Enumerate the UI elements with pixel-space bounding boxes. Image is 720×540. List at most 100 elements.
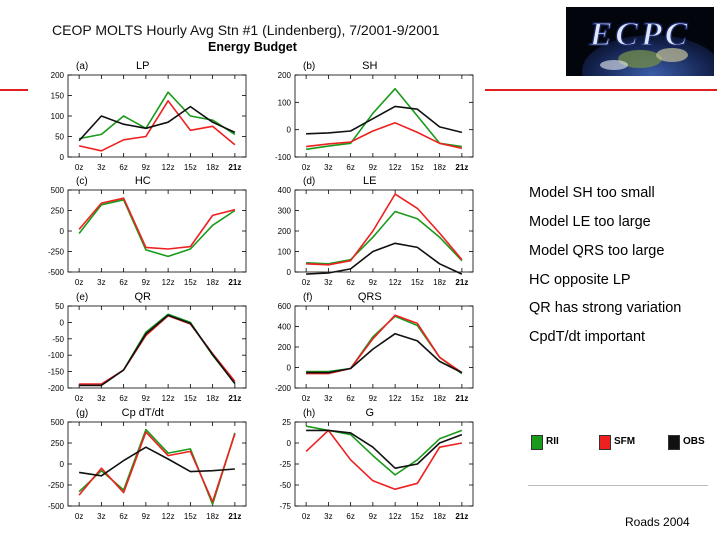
y-tick-label: 250 bbox=[51, 439, 65, 448]
x-tick-label: 18z bbox=[206, 163, 219, 172]
x-tick-label: 18z bbox=[433, 163, 446, 172]
logo-text: ECPC bbox=[589, 16, 691, 53]
plot-frame bbox=[294, 421, 474, 507]
y-tick-label: 0 bbox=[60, 153, 65, 162]
x-tick-label: 6z bbox=[119, 394, 127, 403]
series-line-rii bbox=[306, 315, 463, 375]
x-tick-label: 9z bbox=[369, 394, 377, 403]
panel-title: QRS bbox=[358, 291, 382, 303]
legend-label-obs: OBS bbox=[683, 436, 705, 447]
x-tick-label: 21z bbox=[455, 512, 468, 521]
plot-frame bbox=[67, 421, 247, 507]
x-tick-label: 15z bbox=[411, 512, 424, 521]
y-tick-label: -75 bbox=[279, 502, 291, 511]
series-line-sfm bbox=[79, 314, 236, 385]
chart-panel-2: (c) HC -500 -250 0 250 500 0z 3z 6z 9z 12z 15z 18z 21z bbox=[48, 175, 247, 287]
chart-panel-7: (h) G -75 -50 -25 0 25 0z 3z 6z 9z 12z 15z 18z 21z bbox=[279, 407, 474, 521]
x-tick-label: 0z bbox=[302, 278, 310, 287]
series-line-obs bbox=[306, 105, 463, 135]
x-tick-label: 15z bbox=[184, 512, 197, 521]
x-tick-label: 9z bbox=[369, 163, 377, 172]
y-tick-label: 600 bbox=[278, 302, 292, 311]
series-line-obs bbox=[79, 314, 236, 387]
plot-frame bbox=[294, 189, 474, 273]
panel-title: SH bbox=[362, 60, 377, 72]
x-tick-label: 3z bbox=[324, 394, 332, 403]
x-tick-label: 15z bbox=[184, 278, 197, 287]
panel-label: (g) bbox=[76, 408, 88, 419]
series-line-rii bbox=[305, 425, 463, 476]
chart-panel-4: (e) QR -200 -150 -100 -50 0 50 0z 3z 6z 9z 12z 15z 18z… bbox=[48, 291, 247, 403]
x-tick-label: 3z bbox=[97, 512, 105, 521]
x-tick-label: 6z bbox=[346, 512, 354, 521]
chart-main-title: CEOP MOLTS Hourly Avg Stn #1 (Lindenberg… bbox=[52, 22, 440, 38]
x-tick-label: 9z bbox=[142, 394, 150, 403]
y-tick-label: 0 bbox=[60, 318, 65, 327]
x-tick-label: 0z bbox=[302, 394, 310, 403]
y-tick-label: 200 bbox=[278, 343, 292, 352]
panel-label: (f) bbox=[303, 292, 312, 303]
series-line-sfm bbox=[305, 429, 463, 491]
x-tick-label: 3z bbox=[324, 512, 332, 521]
y-tick-label: 200 bbox=[278, 71, 292, 80]
x-tick-label: 21z bbox=[228, 512, 241, 521]
y-tick-label: -250 bbox=[48, 248, 65, 257]
y-tick-label: 400 bbox=[278, 186, 292, 195]
y-tick-label: 0 bbox=[60, 227, 65, 236]
x-tick-label: 9z bbox=[142, 163, 150, 172]
legend-swatch-sfm bbox=[599, 435, 611, 450]
x-tick-label: 21z bbox=[455, 163, 468, 172]
plot-frame bbox=[294, 74, 474, 158]
y-tick-label: 0 bbox=[287, 364, 292, 373]
series-line-rii bbox=[306, 210, 463, 265]
panel-label: (b) bbox=[303, 61, 315, 72]
series-line-sfm bbox=[78, 431, 236, 503]
x-tick-label: 9z bbox=[142, 278, 150, 287]
x-tick-label: 12z bbox=[389, 394, 402, 403]
chart-panel-6: (g) Cp dT/dt -500 -250 0 250 500 0z 3z 6z 9z 12z 15z… bbox=[48, 407, 247, 521]
x-tick-label: 0z bbox=[75, 512, 83, 521]
divider bbox=[528, 485, 708, 486]
x-tick-label: 18z bbox=[206, 278, 219, 287]
chart-panel-5: (f) QRS -200 0 200 400 600 0z 3z 6z 9z 12z 15z 18z 21z bbox=[275, 291, 474, 403]
x-tick-label: 6z bbox=[346, 394, 354, 403]
x-tick-label: 9z bbox=[369, 512, 377, 521]
bullet-hc: HC opposite LP bbox=[529, 272, 631, 288]
legend-label-sfm: SFM bbox=[614, 436, 636, 447]
x-tick-label: 6z bbox=[119, 163, 127, 172]
x-tick-label: 21z bbox=[455, 278, 468, 287]
x-tick-label: 18z bbox=[206, 394, 219, 403]
x-tick-label: 0z bbox=[75, 278, 83, 287]
plot-frame bbox=[67, 305, 247, 389]
legend-label-rii: RII bbox=[546, 436, 559, 447]
panel-title: LP bbox=[136, 60, 149, 72]
y-tick-label: -150 bbox=[48, 368, 65, 377]
legend-swatch-obs bbox=[668, 435, 680, 450]
y-tick-label: 100 bbox=[278, 98, 292, 107]
y-tick-label: 25 bbox=[282, 418, 291, 427]
x-tick-label: 18z bbox=[206, 512, 219, 521]
x-tick-label: 3z bbox=[324, 278, 332, 287]
x-tick-label: 0z bbox=[302, 512, 310, 521]
chart-panel-3: (d) LE 0 100 200 300 400 0z 3z 6z 9z 12z 15z 18z 21z bbox=[278, 175, 474, 287]
series-line-sfm bbox=[78, 197, 236, 250]
panel-label: (c) bbox=[76, 176, 88, 187]
panel-label: (a) bbox=[76, 61, 88, 72]
panel-label: (e) bbox=[76, 292, 88, 303]
y-tick-label: 100 bbox=[51, 112, 65, 121]
y-tick-label: 0 bbox=[287, 268, 292, 277]
y-tick-label: 250 bbox=[51, 207, 65, 216]
x-tick-label: 12z bbox=[162, 278, 175, 287]
right-red-rule bbox=[485, 89, 717, 91]
series-line-obs bbox=[78, 446, 235, 477]
y-tick-label: -200 bbox=[48, 384, 65, 393]
x-tick-label: 15z bbox=[411, 163, 424, 172]
bullet-qr: QR has strong variation bbox=[529, 300, 682, 316]
x-tick-label: 21z bbox=[228, 394, 241, 403]
series-line-obs bbox=[306, 242, 463, 275]
x-tick-label: 21z bbox=[228, 278, 241, 287]
x-tick-label: 3z bbox=[97, 394, 105, 403]
panel-label: (h) bbox=[303, 408, 315, 419]
y-tick-label: -100 bbox=[48, 351, 65, 360]
